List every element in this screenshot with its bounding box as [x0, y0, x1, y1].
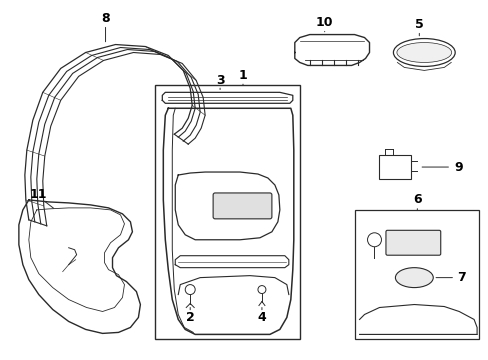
- Text: 8: 8: [101, 12, 110, 25]
- Text: 11: 11: [30, 188, 47, 202]
- FancyBboxPatch shape: [385, 230, 440, 255]
- Text: 3: 3: [215, 74, 224, 87]
- Text: 6: 6: [412, 193, 421, 206]
- Circle shape: [258, 285, 265, 293]
- Text: 4: 4: [257, 311, 266, 324]
- Ellipse shape: [393, 39, 454, 67]
- Text: 2: 2: [185, 311, 194, 324]
- Circle shape: [185, 285, 195, 294]
- FancyBboxPatch shape: [213, 193, 271, 219]
- Text: 9: 9: [454, 161, 463, 174]
- Bar: [354, 210, 478, 339]
- Ellipse shape: [395, 268, 432, 288]
- Circle shape: [367, 233, 381, 247]
- Ellipse shape: [396, 42, 451, 62]
- Bar: [155, 85, 299, 339]
- Bar: [379, 155, 410, 179]
- Text: 7: 7: [456, 271, 465, 284]
- Text: 10: 10: [315, 16, 333, 29]
- Text: 1: 1: [238, 69, 247, 82]
- Text: 5: 5: [414, 18, 423, 31]
